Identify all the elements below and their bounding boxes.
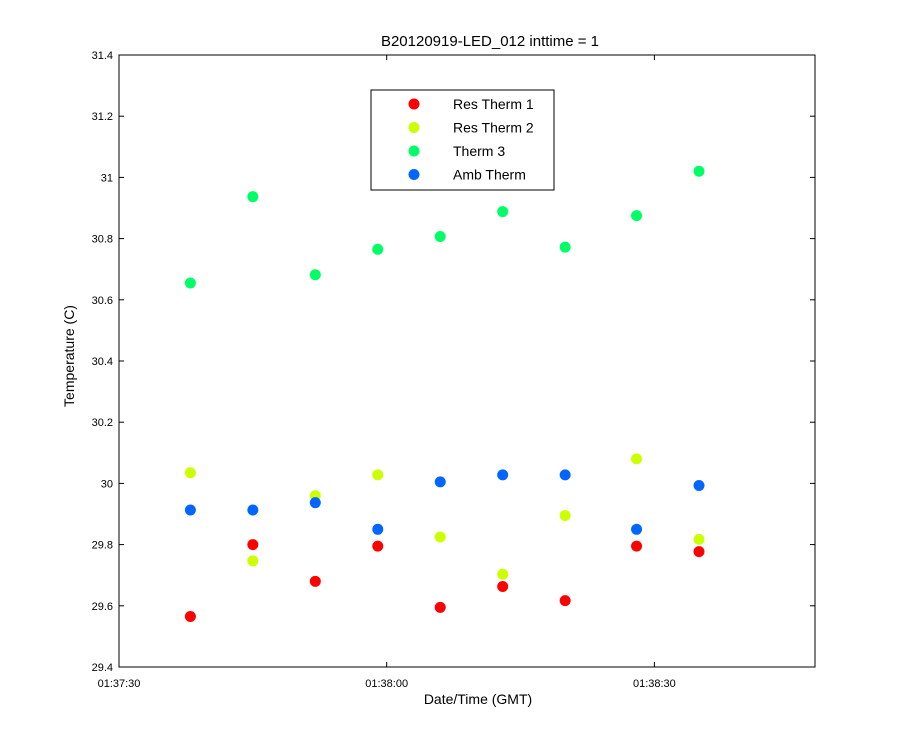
y-tick-label: 29.8 (92, 540, 113, 552)
legend-item: Res Therm 2 (408, 120, 534, 136)
legend: Res Therm 1 Res Therm 2 Therm 3 Amb Therm (370, 89, 555, 191)
data-point (693, 533, 705, 545)
data-point (184, 504, 196, 516)
y-tick-label: 30 (101, 478, 113, 490)
data-point (434, 476, 446, 488)
x-axis: 01:37:30 01:38:00 01:38:30 (98, 55, 676, 690)
data-point (372, 469, 384, 481)
data-point (497, 568, 509, 580)
data-point (372, 540, 384, 552)
data-point (559, 241, 571, 253)
x-tick-label: 01:37:30 (98, 678, 141, 690)
data-point (559, 469, 571, 481)
legend-marker (408, 98, 420, 110)
legend-item: Res Therm 1 (408, 96, 534, 112)
series-1 (184, 453, 705, 580)
data-point (372, 523, 384, 535)
data-point (309, 497, 321, 509)
y-axis: 29.4 29.6 29.8 30 30.2 30.4 30.6 30.8 31 31.2 31.4 (92, 50, 815, 674)
data-point (559, 595, 571, 607)
x-tick-label: 01:38:30 (633, 678, 676, 690)
data-point (693, 546, 705, 558)
data-point (497, 206, 509, 218)
data-point (631, 453, 643, 465)
y-tick-label: 30.4 (92, 356, 113, 368)
y-tick-label: 29.6 (92, 601, 113, 613)
data-point (309, 575, 321, 587)
data-point (184, 611, 196, 623)
data-point (247, 555, 259, 567)
data-point (434, 230, 446, 242)
x-axis-label: Date/Time (GMT) (424, 691, 532, 707)
data-points (184, 165, 705, 623)
data-point (184, 277, 196, 289)
legend-label: Amb Therm (453, 167, 526, 183)
legend-marker (408, 145, 420, 157)
y-tick-label: 30.8 (92, 234, 113, 246)
series-0 (184, 539, 705, 623)
data-point (497, 469, 509, 481)
data-point (309, 269, 321, 281)
y-tick-label: 31 (101, 172, 113, 184)
legend-item: Amb Therm (408, 167, 526, 183)
x-tick-label: 01:38:00 (365, 678, 408, 690)
legend-label: Res Therm 1 (453, 96, 534, 112)
data-point (631, 523, 643, 535)
chart-title: B20120919-LED_012 inttime = 1 (381, 33, 599, 50)
y-tick-label: 31.4 (92, 50, 113, 62)
series-3 (184, 469, 705, 535)
legend-item: Therm 3 (408, 143, 505, 159)
data-point (184, 467, 196, 479)
data-point (434, 531, 446, 543)
data-point (693, 165, 705, 177)
legend-marker (408, 169, 420, 180)
data-point (631, 210, 643, 222)
y-tick-label: 31.2 (92, 111, 113, 123)
data-point (247, 504, 259, 516)
legend-marker (408, 122, 420, 133)
y-axis-label: Temperature (C) (61, 305, 77, 407)
data-point (372, 243, 384, 255)
y-tick-label: 30.2 (92, 417, 113, 429)
y-tick-label: 30.6 (92, 295, 113, 307)
data-point (497, 581, 509, 593)
data-point (631, 540, 643, 552)
data-point (247, 191, 259, 203)
legend-label: Res Therm 2 (453, 120, 534, 136)
data-point (559, 510, 571, 522)
data-point (693, 480, 705, 492)
y-tick-label: 29.4 (92, 662, 113, 674)
series-2 (184, 165, 705, 289)
legend-box (370, 89, 555, 191)
data-point (434, 601, 446, 613)
data-point (247, 539, 259, 551)
legend-label: Therm 3 (453, 143, 505, 159)
